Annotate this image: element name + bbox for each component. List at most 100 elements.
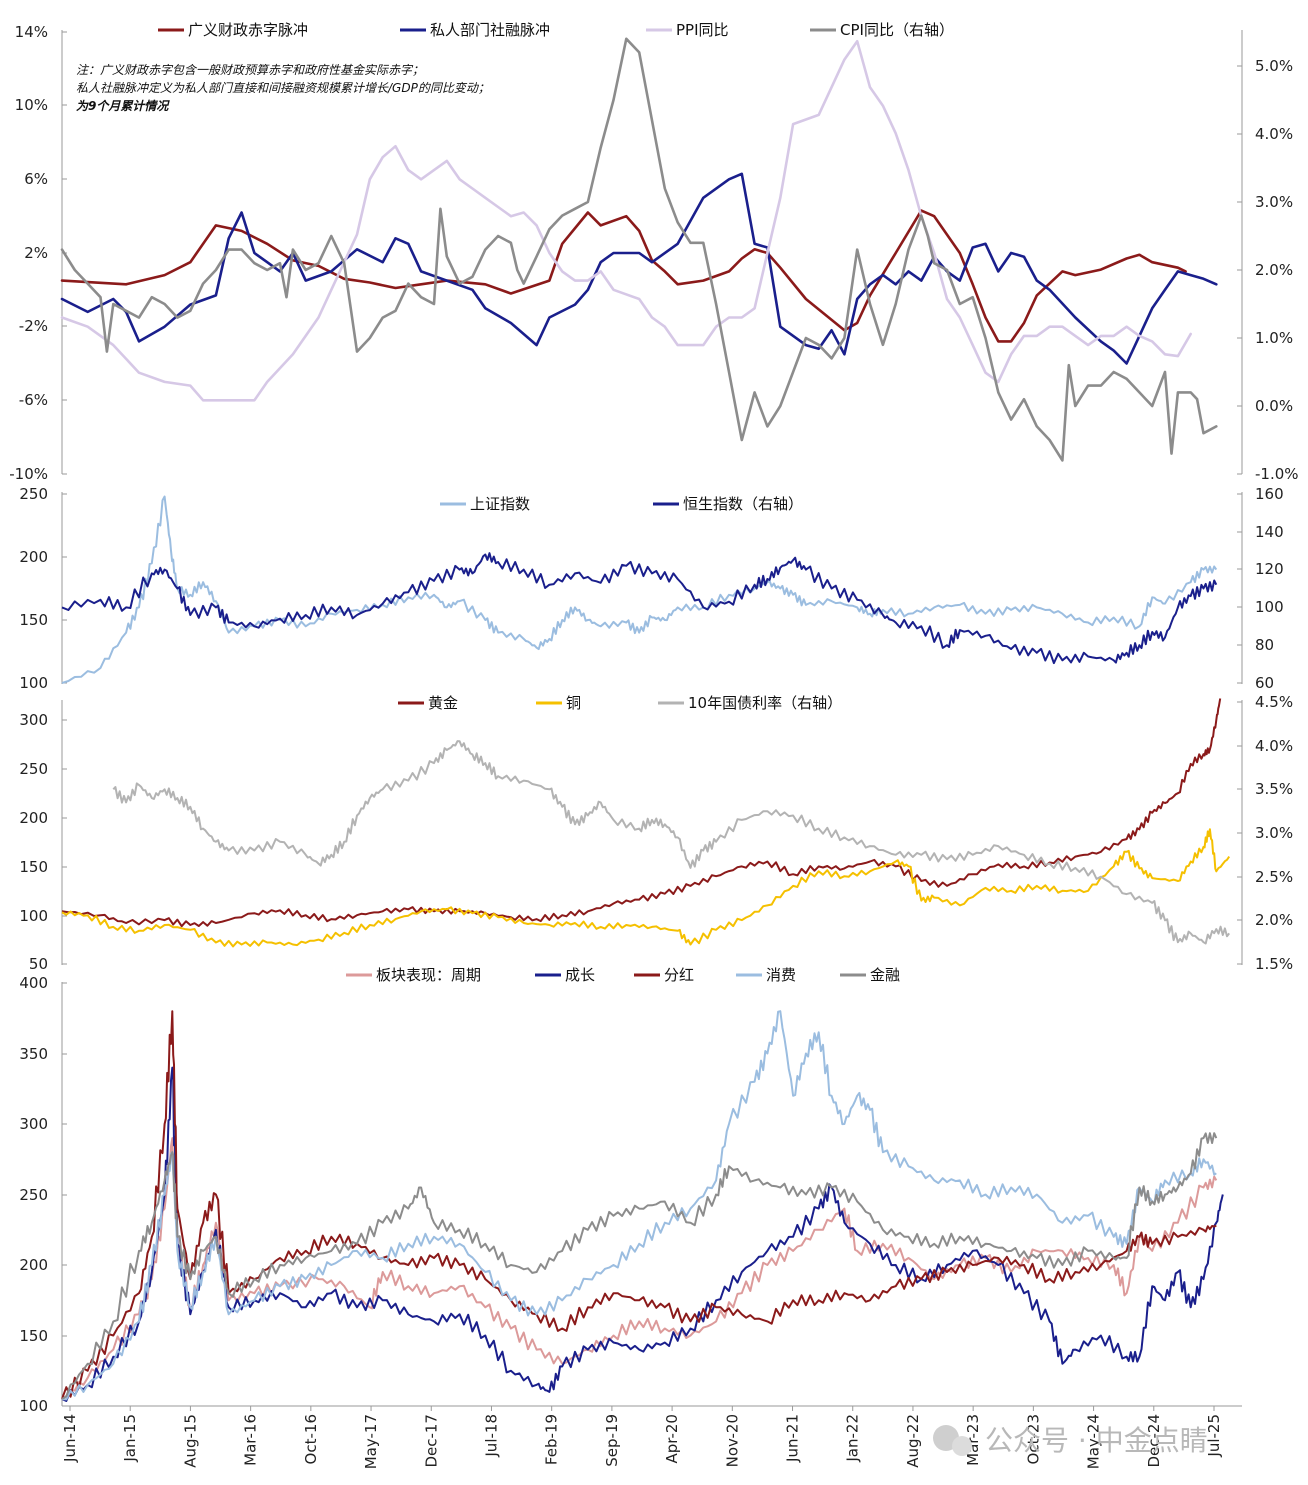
- series-line-panel1-0: [60, 209, 1187, 343]
- left-tick-label: 200: [19, 809, 48, 827]
- x-tick-label: Dec-24: [1145, 1414, 1163, 1468]
- right-tick-label: 3.5%: [1255, 780, 1293, 798]
- panel2-series: [61, 495, 1218, 684]
- x-tick-label: Apr-20: [663, 1414, 681, 1464]
- panel4-series: [61, 1010, 1224, 1402]
- panel3-left-ticks: 300 250 200 150 100 50: [19, 711, 67, 973]
- x-tick-label: Jun-14: [61, 1414, 79, 1463]
- panel2-legend: 上证指数 恒生指数（右轴）: [440, 495, 803, 513]
- x-tick-label: May-24: [1085, 1414, 1103, 1469]
- panel4-left-ticks: 400 350 300 250 200 150 100: [19, 974, 67, 1415]
- right-tick-label: 2.0%: [1255, 911, 1293, 929]
- series-line-panel3-0: [61, 698, 1222, 928]
- left-tick-label: 50: [29, 955, 48, 973]
- right-tick-label: 60: [1255, 674, 1274, 692]
- right-tick-label: 2.0%: [1255, 261, 1293, 279]
- legend-label: 上证指数: [470, 495, 530, 513]
- panel-4: 400 350 300 250 200 150 100 板块表现：周期 成长 分红 消费 金融: [19, 966, 1242, 1415]
- panel-3: 300 250 200 150 100 50 4.5% 4.0% 3.5% 3.0% 2.5% 2.…: [19, 693, 1293, 973]
- x-tick-label: Aug-15: [181, 1414, 199, 1468]
- series-line-panel1-1: [60, 172, 1218, 365]
- legend-label: 消费: [766, 966, 796, 984]
- panel3-legend: 黄金 铜 10年国债利率（右轴）: [398, 694, 842, 712]
- panel1-note-line3: 为9个月累计情况: [76, 99, 170, 113]
- right-tick-label: 0.0%: [1255, 397, 1293, 415]
- x-tick-label: Sep-19: [603, 1414, 621, 1467]
- left-tick-label: 100: [19, 1397, 48, 1415]
- left-tick-label: 200: [19, 548, 48, 566]
- panel1-legend: 广义财政赤字脉冲 私人部门社融脉冲 PPI同比 CPI同比（右轴）: [158, 21, 954, 39]
- right-tick-label: 140: [1255, 523, 1284, 541]
- right-tick-label: 1.0%: [1255, 329, 1293, 347]
- right-tick-label: 4.0%: [1255, 125, 1293, 143]
- panel2-right-ticks: 160 140 120 100 80 60: [1237, 485, 1284, 692]
- right-tick-label: 4.0%: [1255, 737, 1293, 755]
- panel3-right-ticks: 4.5% 4.0% 3.5% 3.0% 2.5% 2.0% 1.5%: [1237, 693, 1293, 973]
- series-line-panel4-1: [61, 1066, 1224, 1402]
- legend-label: 板块表现：周期: [376, 966, 481, 984]
- left-tick-label: 2%: [24, 244, 48, 262]
- watermark-text: 公众号 · 中金点睛: [985, 1424, 1208, 1457]
- x-tick-label: Oct-23: [1024, 1414, 1042, 1464]
- x-tick-label: Jul-18: [482, 1414, 500, 1458]
- panel2-left-ticks: 250 200 150 100: [19, 485, 67, 692]
- legend-label: 广义财政赤字脉冲: [188, 21, 308, 39]
- panel-1: 14% 10% 6% 2% -2% -6% -10% 5.0% 4.0% 3.0% 2.0% 1.0…: [9, 21, 1298, 483]
- x-tick-label: Jul-25: [1205, 1414, 1223, 1458]
- right-tick-label: 1.5%: [1255, 955, 1293, 973]
- right-tick-label: 160: [1255, 485, 1284, 503]
- series-line-panel3-2: [112, 740, 1230, 945]
- panel3-series: [61, 698, 1231, 948]
- panel1-note-line1: 注：广义财政赤字包含一般财政预算赤字和政府性基金实际赤字；: [76, 63, 424, 77]
- left-tick-label: 350: [19, 1045, 48, 1063]
- left-tick-label: 150: [19, 611, 48, 629]
- x-tick-label: Jan-15: [121, 1414, 139, 1463]
- left-tick-label: 100: [19, 674, 48, 692]
- x-tick-label: Mar-16: [242, 1414, 260, 1466]
- x-tick-label: Jan-22: [844, 1414, 862, 1463]
- right-tick-label: 2.5%: [1255, 868, 1293, 886]
- legend-label: 铜: [566, 694, 581, 712]
- left-tick-label: -2%: [19, 317, 48, 335]
- x-tick-label: Feb-19: [543, 1414, 561, 1465]
- series-line-panel1-2: [60, 39, 1192, 402]
- right-tick-label: 100: [1255, 598, 1284, 616]
- left-tick-label: 10%: [15, 96, 48, 114]
- left-tick-label: 250: [19, 485, 48, 503]
- panel4-legend: 板块表现：周期 成长 分红 消费 金融: [346, 966, 900, 984]
- left-tick-label: -10%: [9, 465, 48, 483]
- x-tick-label: Jun-21: [784, 1414, 802, 1463]
- x-tick-label: Oct-16: [302, 1414, 320, 1464]
- left-tick-label: 200: [19, 1256, 48, 1274]
- series-line-panel1-3: [60, 37, 1218, 462]
- left-tick-label: 250: [19, 1186, 48, 1204]
- x-tick-label: May-17: [362, 1414, 380, 1469]
- x-tick-label: Dec-17: [422, 1414, 440, 1468]
- series-line-panel4-3: [61, 1010, 1217, 1401]
- legend-label: 金融: [870, 966, 900, 984]
- legend-label: PPI同比: [676, 21, 729, 39]
- wechat-icon-bubble: [952, 1436, 972, 1456]
- left-tick-label: 150: [19, 1327, 48, 1345]
- panel-2: 250 200 150 100 160 140 120 100 80 60 上证指数 恒生指数（右…: [19, 485, 1283, 692]
- legend-label: 成长: [565, 966, 595, 984]
- left-tick-label: 250: [19, 760, 48, 778]
- right-tick-label: 80: [1255, 636, 1274, 654]
- right-tick-label: 120: [1255, 560, 1284, 578]
- left-tick-label: 6%: [24, 170, 48, 188]
- left-tick-label: 150: [19, 858, 48, 876]
- right-tick-label: 4.5%: [1255, 693, 1293, 711]
- right-tick-label: 3.0%: [1255, 193, 1293, 211]
- right-tick-label: 5.0%: [1255, 57, 1293, 75]
- panel1-note-line2: 私人社融脉冲定义为私人部门直接和间接融资规模累计增长/GDP的同比变动；: [76, 81, 490, 95]
- left-tick-label: 14%: [15, 23, 48, 41]
- panel1-right-ticks: 5.0% 4.0% 3.0% 2.0% 1.0% 0.0% -1.0%: [1237, 57, 1299, 483]
- series-line-panel4-2: [61, 1010, 1217, 1400]
- x-tick-label: Aug-22: [904, 1414, 922, 1468]
- series-line-panel2-1: [61, 552, 1218, 665]
- legend-label: CPI同比（右轴）: [840, 21, 954, 39]
- panel1-left-ticks: 14% 10% 6% 2% -2% -6% -10%: [9, 23, 67, 483]
- panel1-series: [60, 37, 1218, 462]
- x-tick-label: Nov-20: [723, 1414, 741, 1467]
